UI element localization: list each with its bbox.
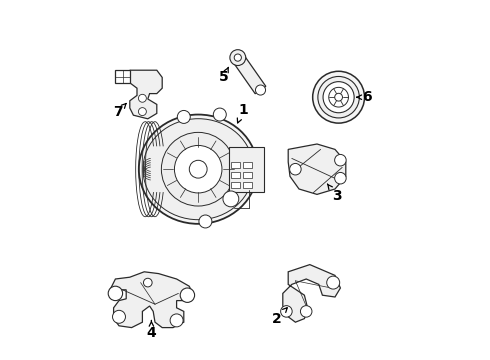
Text: 1: 1 <box>237 103 248 123</box>
Circle shape <box>290 163 301 175</box>
Polygon shape <box>116 70 130 83</box>
Circle shape <box>174 145 222 193</box>
Polygon shape <box>231 172 240 178</box>
Circle shape <box>170 314 183 327</box>
Text: 4: 4 <box>147 320 156 340</box>
Text: 3: 3 <box>327 184 342 203</box>
Text: 6: 6 <box>357 90 372 104</box>
Circle shape <box>335 93 343 101</box>
Text: 7: 7 <box>114 103 126 118</box>
Circle shape <box>180 288 195 302</box>
Circle shape <box>139 94 147 102</box>
Polygon shape <box>244 172 252 178</box>
Circle shape <box>161 132 235 206</box>
Polygon shape <box>231 182 240 188</box>
Polygon shape <box>130 70 162 119</box>
Circle shape <box>281 306 292 317</box>
Polygon shape <box>244 162 252 168</box>
Circle shape <box>327 276 340 289</box>
Circle shape <box>189 160 207 178</box>
Polygon shape <box>229 147 264 192</box>
Circle shape <box>234 54 242 61</box>
Polygon shape <box>110 272 193 328</box>
Polygon shape <box>231 162 240 168</box>
Circle shape <box>177 111 190 123</box>
Text: 5: 5 <box>219 67 228 84</box>
Polygon shape <box>283 265 341 322</box>
Circle shape <box>313 71 365 123</box>
Polygon shape <box>288 144 346 194</box>
Circle shape <box>329 87 348 107</box>
Circle shape <box>335 154 346 166</box>
Ellipse shape <box>139 114 258 224</box>
Circle shape <box>144 278 152 287</box>
Circle shape <box>139 108 147 116</box>
Circle shape <box>199 215 212 228</box>
Circle shape <box>323 82 354 113</box>
Circle shape <box>113 310 125 323</box>
Circle shape <box>255 85 266 95</box>
Polygon shape <box>244 182 252 188</box>
Ellipse shape <box>143 119 253 220</box>
Circle shape <box>230 50 245 66</box>
Circle shape <box>335 172 346 184</box>
Circle shape <box>108 286 122 301</box>
Circle shape <box>318 76 359 118</box>
Circle shape <box>223 191 239 207</box>
Circle shape <box>213 108 226 121</box>
Text: 2: 2 <box>272 308 287 325</box>
Circle shape <box>300 306 312 317</box>
Polygon shape <box>230 51 266 94</box>
